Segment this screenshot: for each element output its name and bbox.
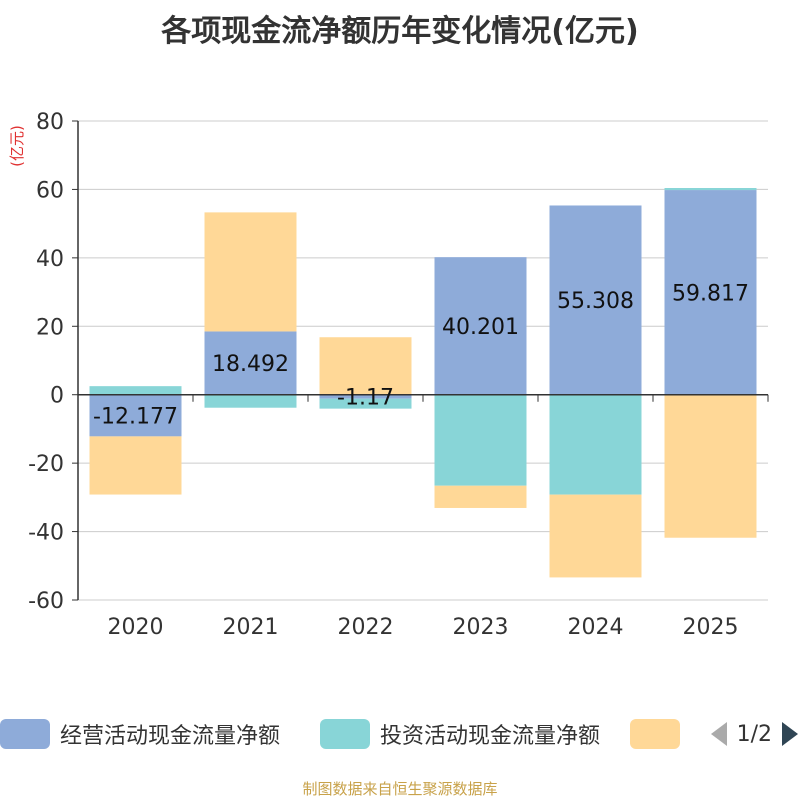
legend-item-financing[interactable] <box>630 716 680 752</box>
bar-2021-series-1[interactable] <box>205 395 297 408</box>
bar-2021-series-2[interactable] <box>205 212 297 331</box>
y-tick-label: -40 <box>28 521 64 546</box>
legend-pager: 1/2 <box>709 716 800 752</box>
bar-2023-series-2[interactable] <box>435 486 527 508</box>
y-tick-label: 40 <box>36 247 64 272</box>
data-label-2021: 18.492 <box>212 352 289 377</box>
data-label-2022: -1.17 <box>337 386 394 411</box>
x-tick-label: 2020 <box>108 615 164 640</box>
chart-area: 80 60 40 20 0 -20 -40 -60 2020 2021 2022 2023 2024 20… <box>0 0 800 700</box>
data-label-2025: 59.817 <box>672 281 749 306</box>
x-tick-label: 2024 <box>568 615 624 640</box>
legend-label-investing: 投资活动现金流量净额 <box>380 718 600 750</box>
footer-source: 制图数据来自恒生聚源数据库 <box>0 778 800 799</box>
bar-2025-series-2[interactable] <box>665 395 757 538</box>
x-tick-label: 2022 <box>338 615 394 640</box>
y-tick-label: -20 <box>28 452 64 477</box>
bar-layer <box>90 188 757 577</box>
x-tick-label: 2021 <box>223 615 279 640</box>
y-axis-unit-label: (亿元) <box>8 125 26 167</box>
x-tick-label: 2023 <box>453 615 509 640</box>
x-tick-label: 2025 <box>683 615 739 640</box>
legend-swatch-financing <box>630 719 680 749</box>
legend-swatch-investing <box>320 719 370 749</box>
data-label-2024: 55.308 <box>557 289 634 314</box>
data-labels: -12.177 18.492 -1.17 40.201 55.308 59.817 <box>93 281 749 429</box>
y-tick-label: 20 <box>36 315 64 340</box>
pager-next-icon[interactable] <box>780 720 800 748</box>
data-label-2020: -12.177 <box>93 405 178 430</box>
legend-item-operating[interactable]: 经营活动现金流量净额 <box>0 716 280 752</box>
bar-2024-series-2[interactable] <box>550 495 642 578</box>
y-tick-label: 60 <box>36 178 64 203</box>
y-tick-label: 80 <box>36 110 64 135</box>
bar-2020-series-2[interactable] <box>90 436 182 494</box>
legend-item-investing[interactable]: 投资活动现金流量净额 <box>320 716 600 752</box>
bar-2025-series-1[interactable] <box>665 188 757 190</box>
legend-label-operating: 经营活动现金流量净额 <box>60 718 280 750</box>
bar-2023-series-1[interactable] <box>435 395 527 486</box>
bar-2020-series-1[interactable] <box>90 386 182 395</box>
data-label-2023: 40.201 <box>442 315 519 340</box>
bar-2024-series-1[interactable] <box>550 395 642 495</box>
legend-swatch-operating <box>0 719 50 749</box>
y-tick-label: 0 <box>50 384 64 409</box>
pager-text: 1/2 <box>737 722 772 747</box>
y-tick-label: -60 <box>28 589 64 614</box>
legend: 经营活动现金流量净额 投资活动现金流量净额 1/2 <box>0 716 800 752</box>
pager-prev-icon[interactable] <box>709 720 729 748</box>
